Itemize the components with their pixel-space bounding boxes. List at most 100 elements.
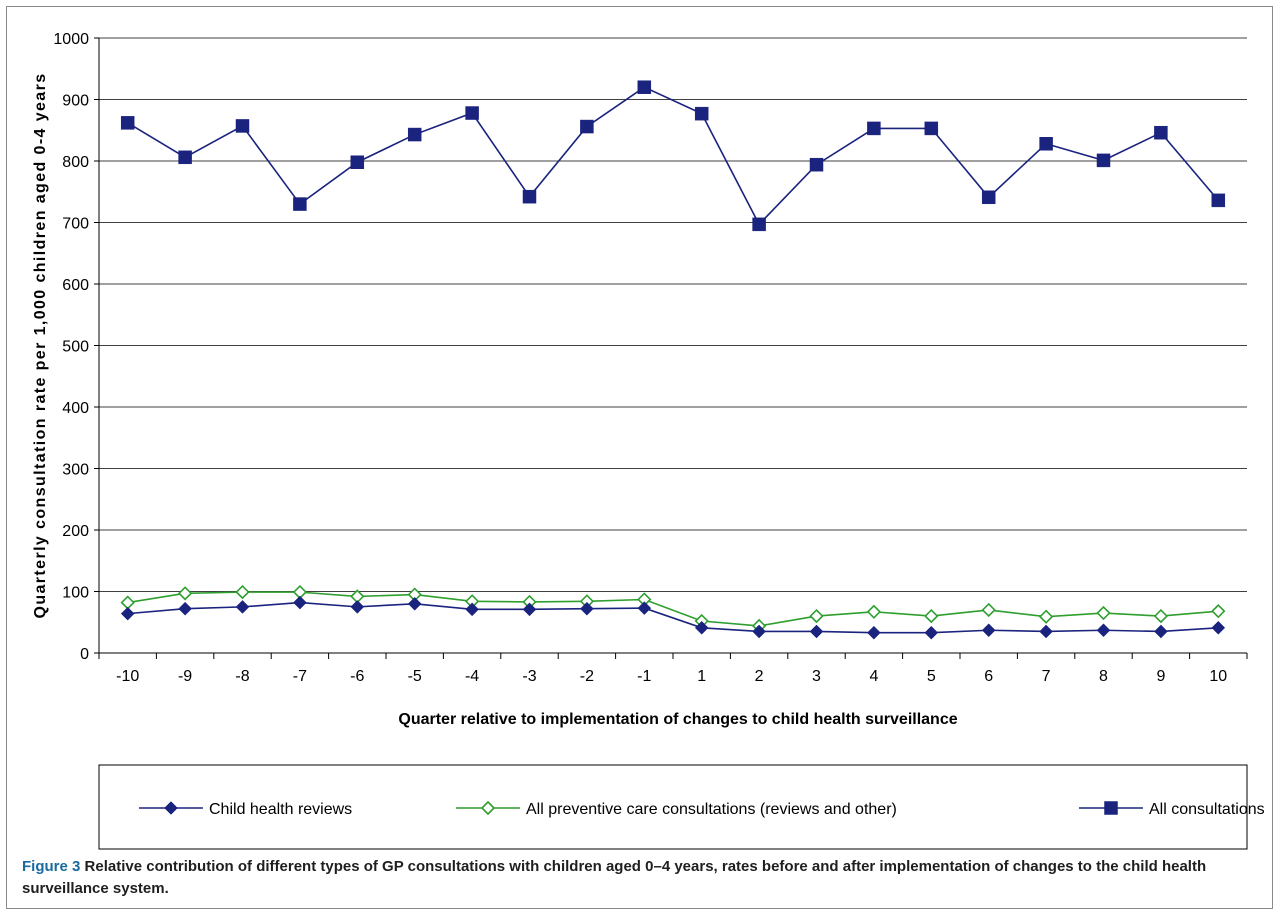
figure-frame [6, 6, 1273, 909]
data-point [867, 121, 881, 136]
figure-caption: Figure 3 Relative contribution of differ… [22, 856, 1242, 900]
y-axis-label: Quarterly consultation rate per 1,000 ch… [32, 72, 49, 618]
data-point [924, 625, 939, 640]
data-point [1038, 609, 1054, 624]
series-0 [120, 595, 1226, 640]
data-point [580, 601, 594, 616]
data-point [465, 602, 479, 617]
y-tick-label: 800 [62, 154, 89, 171]
x-tick-label: 1 [697, 668, 706, 685]
data-point [350, 155, 365, 169]
y-tick-label: 500 [62, 339, 89, 356]
data-point [1096, 623, 1111, 638]
x-tick-label: -1 [637, 668, 651, 685]
data-point [981, 190, 996, 205]
x-axis-label: Quarter relative to implementation of ch… [398, 711, 957, 728]
x-tick-label: -5 [408, 668, 422, 685]
y-tick-label: 400 [62, 400, 89, 417]
x-tick-label: 10 [1209, 668, 1227, 685]
x-tick-label: 7 [1042, 668, 1051, 685]
data-point [1211, 604, 1226, 619]
data-point [407, 127, 422, 142]
data-point [120, 606, 135, 621]
data-point [694, 106, 709, 121]
data-point [120, 595, 135, 610]
x-tick-label: 6 [984, 668, 993, 685]
data-point [178, 601, 192, 616]
x-tick-label: 2 [755, 668, 764, 685]
legend-item: All preventive care consultations (revie… [456, 800, 897, 818]
x-tick-label: 3 [812, 668, 821, 685]
series-line [127, 601, 1219, 634]
data-point [465, 106, 479, 120]
x-tick-label: -9 [178, 668, 192, 685]
y-tick-label: 900 [62, 93, 89, 110]
data-point [867, 625, 881, 640]
data-point [350, 600, 365, 614]
x-tick-label: -4 [465, 668, 479, 685]
data-point [1096, 153, 1111, 168]
figure-label: Figure 3 [22, 858, 81, 875]
x-tick-label: -7 [293, 668, 307, 685]
data-point [293, 595, 307, 610]
y-tick-label: 300 [62, 462, 89, 479]
y-tick-label: 700 [62, 216, 89, 233]
x-tick-label: -10 [116, 668, 139, 685]
data-point [120, 116, 135, 130]
x-tick-label: 4 [869, 668, 878, 685]
series [120, 80, 1226, 640]
chart: 0 100 200 300 400 500 600 700 800 900 1000 -10 -9 -8 -… [32, 31, 1265, 850]
data-point [981, 623, 996, 638]
series-2 [120, 80, 1226, 232]
gridlines [99, 37, 1247, 592]
data-point [235, 584, 250, 600]
x-tick-label: -6 [350, 668, 364, 685]
legend-item: Child health reviews [139, 801, 352, 818]
data-point [522, 602, 537, 617]
legend-marker [164, 801, 178, 815]
data-point [580, 119, 594, 134]
legend-label: Child health reviews [209, 801, 352, 818]
x-tick-label: 8 [1099, 668, 1108, 685]
x-tick-label: 5 [927, 668, 936, 685]
data-point [235, 600, 250, 614]
series-line [127, 86, 1219, 226]
data-point [1211, 193, 1226, 208]
data-point [866, 604, 882, 619]
data-point [752, 217, 766, 232]
data-point [177, 586, 193, 601]
y-tick-label: 600 [62, 277, 89, 294]
data-point [1096, 605, 1111, 621]
x-tick-label: -3 [522, 668, 536, 685]
data-point [637, 601, 652, 615]
axes: 0 100 200 300 400 500 600 700 800 900 1000 -10 -9 -8 -… [32, 31, 1248, 728]
data-point [981, 602, 996, 618]
data-point [924, 121, 939, 136]
legend-marker [1104, 801, 1118, 815]
series-line [127, 591, 1219, 627]
data-point [1039, 137, 1053, 151]
data-point [178, 150, 192, 165]
data-point [1039, 624, 1053, 639]
legend-item: All consultations [1079, 801, 1265, 818]
y-tick-label: 200 [62, 523, 89, 540]
legend-label: All consultations [1149, 801, 1265, 818]
data-point [1154, 624, 1168, 639]
legend-marker [480, 800, 496, 816]
data-point [1211, 620, 1226, 635]
series-1 [120, 584, 1226, 634]
data-point [293, 197, 307, 211]
data-point [809, 608, 824, 624]
legend-box [98, 764, 1248, 850]
x-tick-label: -2 [580, 668, 594, 685]
data-point [522, 189, 537, 204]
y-tick-label: 0 [80, 646, 89, 663]
y-tick-label: 1000 [53, 31, 89, 48]
figure-caption-text: Relative contribution of different types… [22, 858, 1207, 897]
data-point [694, 620, 709, 635]
data-point [924, 608, 939, 624]
data-point [407, 596, 422, 611]
legend-label: All preventive care consultations (revie… [526, 801, 897, 818]
data-point [1154, 125, 1168, 140]
x-tick-label: 9 [1156, 668, 1165, 685]
